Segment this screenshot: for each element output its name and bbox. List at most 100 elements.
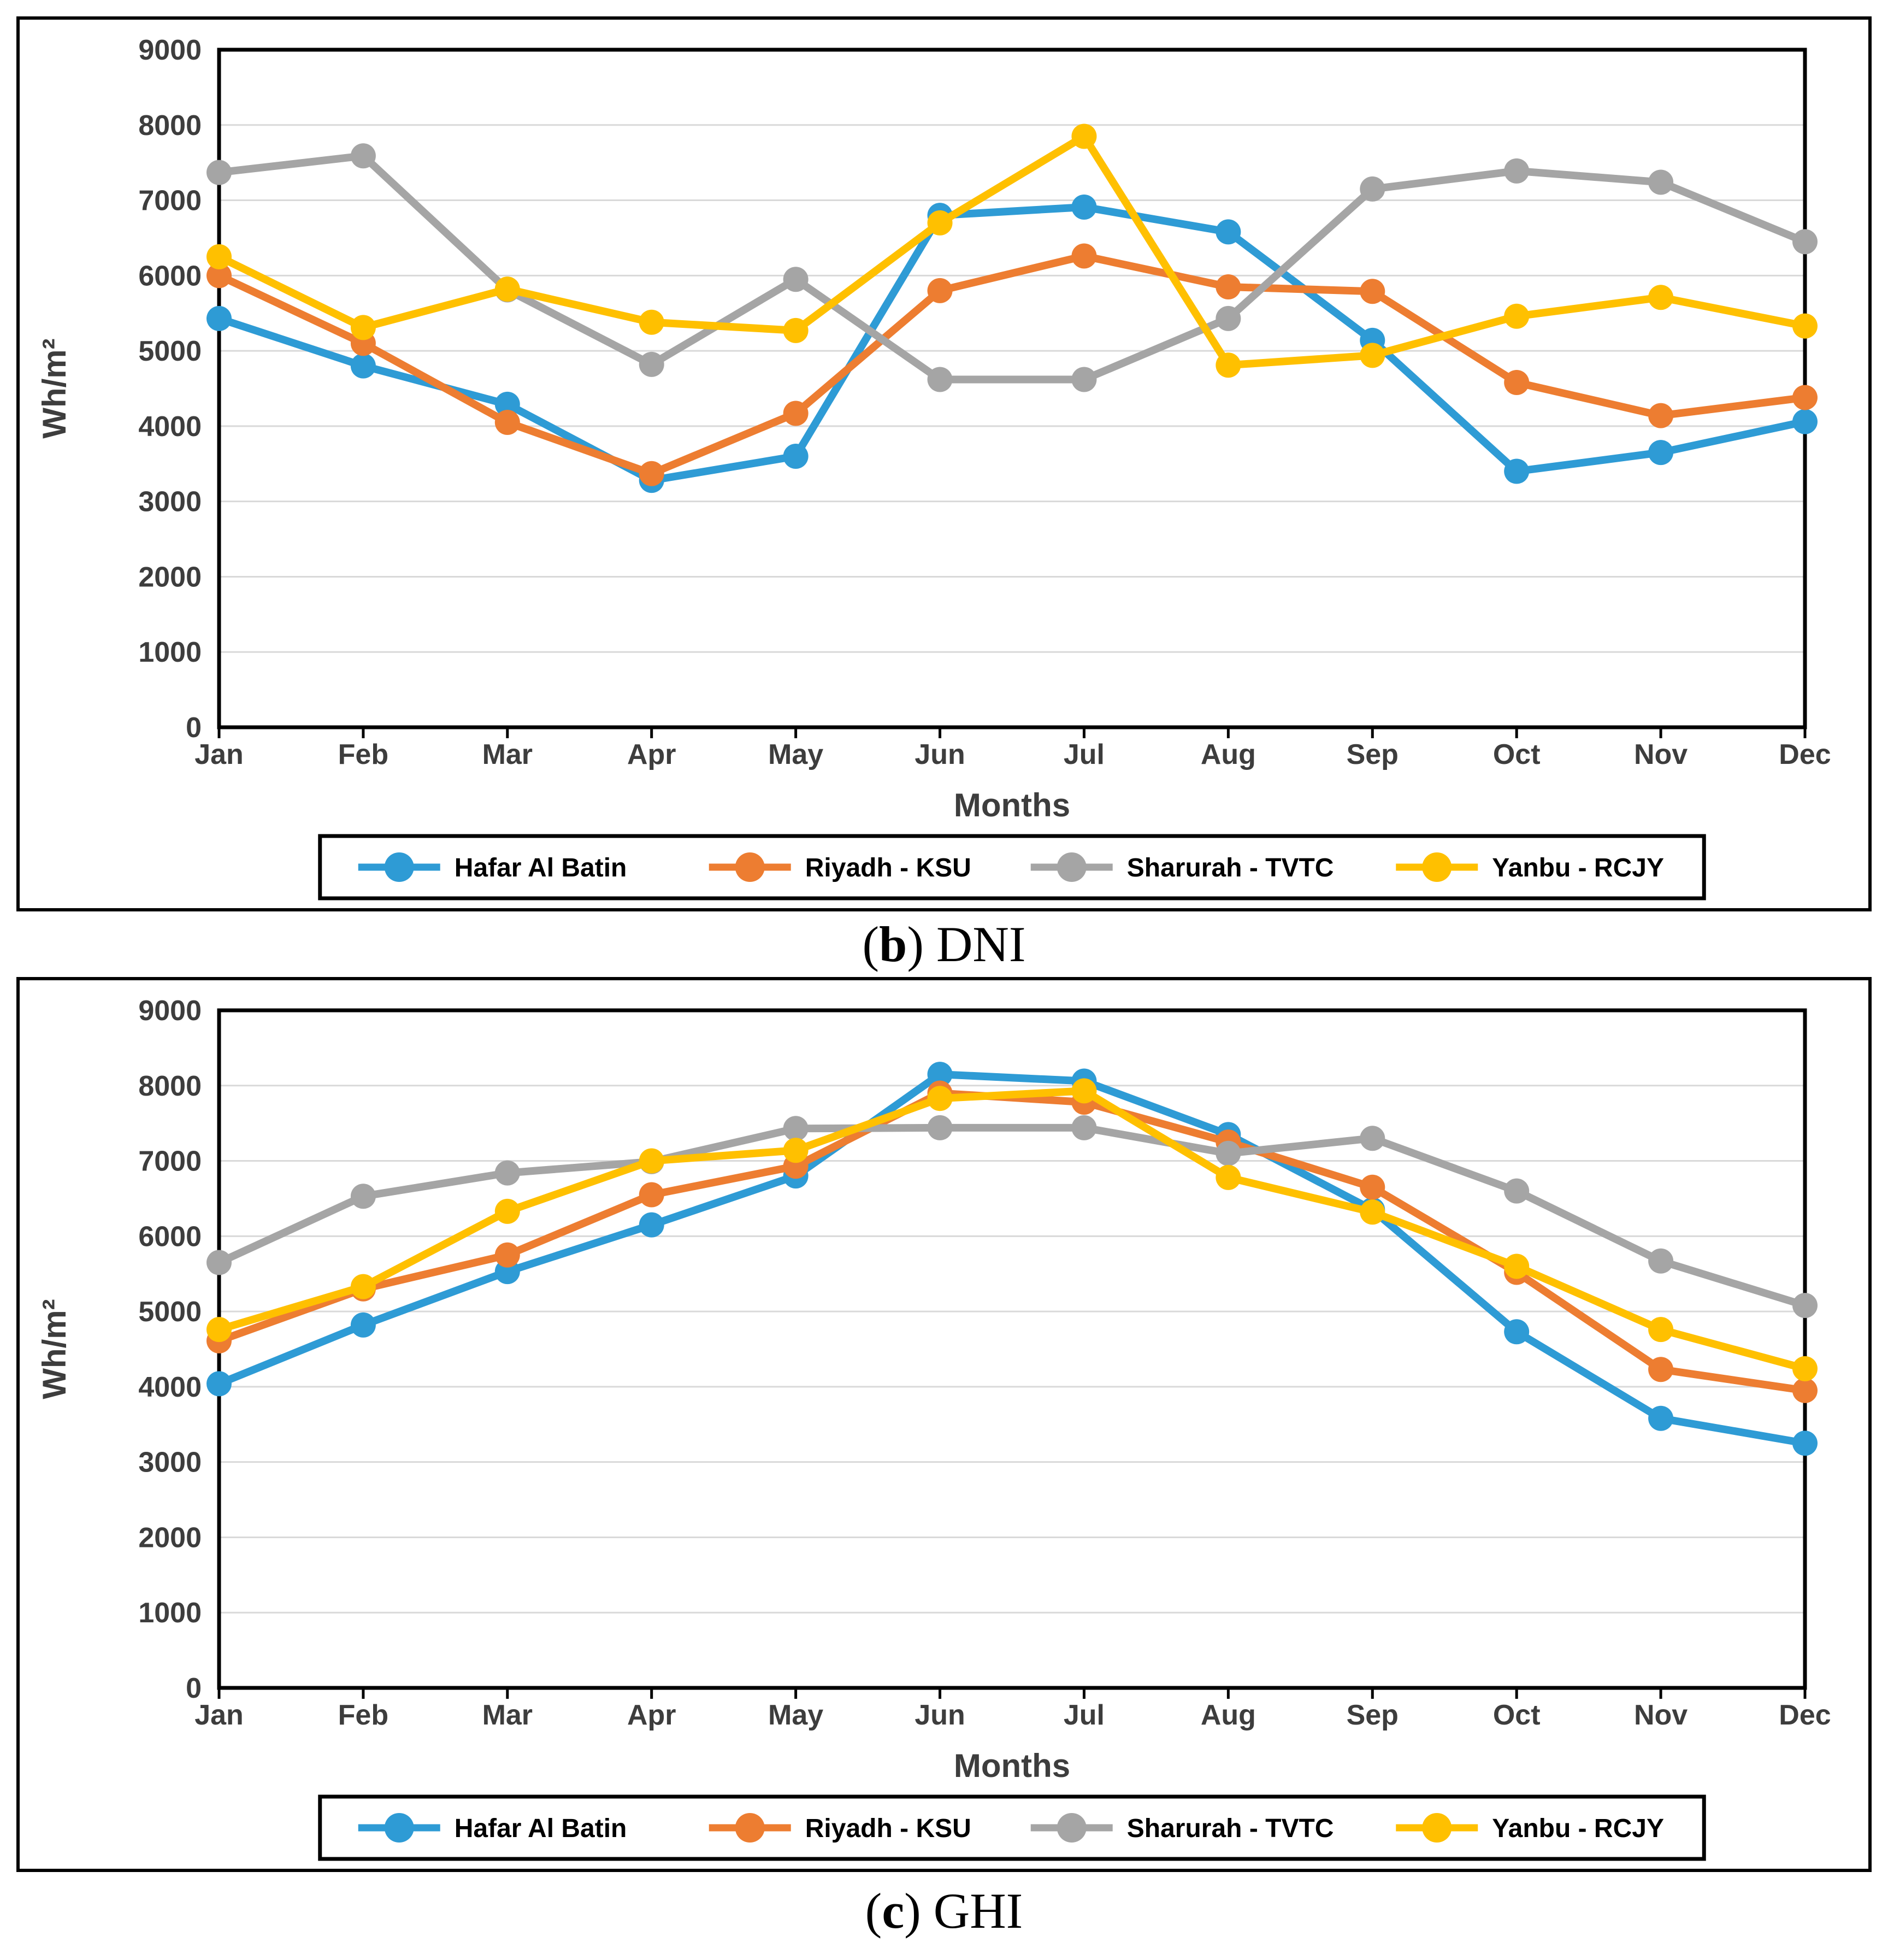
data-point-yanbu-rcjy-apr <box>639 309 664 335</box>
data-point-sharurah-tvtc-feb <box>350 143 376 169</box>
caption-close-paren: ) <box>907 916 924 972</box>
ghi-chart: 0 1000 2000 3000 4000 5000 6000 7000 8000 9000 Jan… <box>36 995 1831 1861</box>
data-point-sharurah-tvtc-jun <box>927 367 953 392</box>
series-line-sharurah-tvtc <box>215 1123 1809 1310</box>
y-tick-label: 0 <box>186 1673 202 1704</box>
data-point-hafar-al-batin-jan <box>206 305 232 331</box>
legend-label-hafar-al-batin: Hafar Al Batin <box>455 854 627 882</box>
data-point-sharurah-tvtc-dec <box>1792 229 1818 255</box>
data-point-riyadh-ksu-sep <box>1360 279 1385 304</box>
caption-open-paren: ( <box>862 916 880 972</box>
x-tick-label: Nov <box>1634 1699 1688 1731</box>
series-line-yanbu-rcjy <box>215 132 1809 369</box>
data-point-riyadh-ksu-dec <box>1792 1378 1818 1403</box>
data-point-riyadh-ksu-jul <box>1071 243 1097 269</box>
x-tick-label: Sep <box>1347 739 1399 770</box>
data-point-sharurah-tvtc-aug <box>1216 1140 1241 1166</box>
x-tick-label: Oct <box>1493 739 1541 770</box>
data-point-yanbu-rcjy-may <box>783 317 809 343</box>
y-tick-label: 3000 <box>138 486 202 518</box>
x-tick-label: Dec <box>1779 739 1831 770</box>
data-point-yanbu-rcjy-mar <box>494 1198 520 1224</box>
x-tick-label: Jul <box>1064 1699 1105 1731</box>
legend-marker-hafar-al-batin <box>384 852 414 882</box>
y-axis-title: Wh/m² <box>36 1299 73 1399</box>
data-point-yanbu-rcjy-apr <box>639 1148 664 1174</box>
data-point-sharurah-tvtc-feb <box>350 1184 376 1209</box>
caption-letter: c <box>882 1883 905 1939</box>
y-tick-label: 3000 <box>138 1447 202 1479</box>
data-point-yanbu-rcjy-jan <box>206 244 232 269</box>
x-tick-label: Dec <box>1779 1699 1831 1731</box>
dni-caption: (b) DNI <box>0 911 1888 977</box>
data-point-hafar-al-batin-nov <box>1648 440 1674 466</box>
data-point-sharurah-tvtc-jul <box>1071 1115 1097 1140</box>
data-point-sharurah-tvtc-mar <box>494 1160 520 1186</box>
legend-label-yanbu-rcjy: Yanbu - RCJY <box>1492 1814 1664 1843</box>
data-point-hafar-al-batin-oct <box>1504 458 1530 484</box>
y-tick-label: 5000 <box>138 1296 202 1328</box>
data-point-yanbu-rcjy-jan <box>206 1317 232 1343</box>
data-point-yanbu-rcjy-aug <box>1216 1164 1241 1190</box>
legend-marker-yanbu-rcjy <box>1422 1813 1452 1843</box>
y-tick-label: 7000 <box>138 185 202 217</box>
data-point-riyadh-ksu-dec <box>1792 385 1818 410</box>
data-point-yanbu-rcjy-sep <box>1360 343 1385 368</box>
caption-label: DNI <box>936 916 1026 972</box>
data-point-yanbu-rcjy-oct <box>1504 303 1530 329</box>
data-point-riyadh-ksu-oct <box>1504 369 1530 395</box>
y-tick-label: 2000 <box>138 561 202 593</box>
data-point-sharurah-tvtc-sep <box>1360 176 1385 202</box>
dni-chart: 0 1000 2000 3000 4000 5000 6000 7000 8000 9000 Jan… <box>36 34 1831 900</box>
data-point-yanbu-rcjy-jun <box>927 210 953 236</box>
data-point-sharurah-tvtc-oct <box>1504 158 1530 184</box>
data-point-sharurah-tvtc-sep <box>1360 1126 1385 1151</box>
data-point-yanbu-rcjy-nov <box>1648 1317 1674 1343</box>
y-tick-label: 2000 <box>138 1522 202 1553</box>
data-point-hafar-al-batin-aug <box>1216 219 1241 245</box>
y-tick-label: 9000 <box>138 34 202 66</box>
data-point-sharurah-tvtc-nov <box>1648 1248 1674 1274</box>
data-point-yanbu-rcjy-dec <box>1792 313 1818 339</box>
data-point-yanbu-rcjy-jul <box>1071 1078 1097 1104</box>
legend-marker-sharurah-tvtc <box>1057 852 1087 882</box>
data-point-sharurah-tvtc-jan <box>206 1250 232 1275</box>
y-tick-label: 1000 <box>138 1597 202 1629</box>
data-point-yanbu-rcjy-oct <box>1504 1253 1530 1279</box>
data-point-hafar-al-batin-may <box>783 444 809 469</box>
series-line-sharurah-tvtc <box>215 152 1809 384</box>
data-point-riyadh-ksu-nov <box>1648 403 1674 428</box>
legend-label-yanbu-rcjy: Yanbu - RCJY <box>1492 854 1664 882</box>
y-tick-label: 6000 <box>138 260 202 292</box>
x-tick-label: Mar <box>482 739 533 770</box>
data-point-yanbu-rcjy-feb <box>350 1274 376 1299</box>
series-line-riyadh-ksu <box>215 252 1809 478</box>
data-point-sharurah-tvtc-oct <box>1504 1178 1530 1204</box>
caption-letter: b <box>879 916 907 972</box>
x-tick-label: Aug <box>1201 1699 1256 1731</box>
data-point-hafar-al-batin-jul <box>1071 194 1097 220</box>
x-tick-label: Apr <box>627 739 676 770</box>
x-tick-label: May <box>768 1699 823 1731</box>
data-point-hafar-al-batin-apr <box>639 1212 664 1238</box>
data-point-sharurah-tvtc-apr <box>639 351 664 377</box>
data-point-sharurah-tvtc-jun <box>927 1115 953 1140</box>
legend-label-sharurah-tvtc: Sharurah - TVTC <box>1127 854 1334 882</box>
y-tick-label: 1000 <box>138 637 202 668</box>
data-point-riyadh-ksu-may <box>783 401 809 426</box>
data-point-yanbu-rcjy-may <box>783 1138 809 1163</box>
data-point-riyadh-ksu-sep <box>1360 1174 1385 1200</box>
y-tick-label: 5000 <box>138 336 202 367</box>
data-point-sharurah-tvtc-dec <box>1792 1293 1818 1319</box>
data-point-sharurah-tvtc-may <box>783 267 809 292</box>
data-point-yanbu-rcjy-feb <box>350 315 376 340</box>
data-point-hafar-al-batin-jan <box>206 1371 232 1397</box>
caption-close-paren: ) <box>904 1883 921 1939</box>
legend-label-hafar-al-batin: Hafar Al Batin <box>455 1814 627 1843</box>
data-point-yanbu-rcjy-jun <box>927 1086 953 1111</box>
caption-open-paren: ( <box>865 1883 882 1939</box>
data-point-hafar-al-batin-mar <box>494 391 520 417</box>
data-point-yanbu-rcjy-jul <box>1071 123 1097 149</box>
y-axis-title: Wh/m² <box>36 338 73 438</box>
data-point-yanbu-rcjy-nov <box>1648 285 1674 310</box>
